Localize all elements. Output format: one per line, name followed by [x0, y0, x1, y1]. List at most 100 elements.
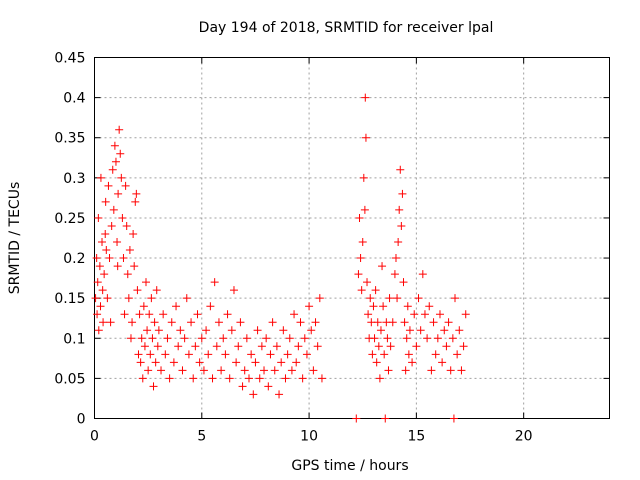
data-point	[126, 334, 135, 343]
data-point	[355, 213, 364, 222]
data-point	[110, 141, 119, 150]
data-point	[217, 366, 226, 375]
data-point	[300, 334, 309, 343]
data-point	[197, 334, 206, 343]
data-point	[385, 294, 394, 303]
data-point	[279, 326, 288, 335]
data-point	[354, 270, 363, 279]
data-point	[143, 326, 152, 335]
data-point	[163, 334, 172, 343]
y-tick-label: 0.2	[63, 251, 85, 267]
data-point	[442, 342, 451, 351]
data-point	[264, 382, 273, 391]
y-tick-label: 0.15	[54, 291, 85, 307]
data-point	[361, 93, 370, 102]
data-point	[448, 334, 457, 343]
data-point	[174, 342, 183, 351]
data-point	[360, 205, 369, 214]
data-point	[438, 358, 447, 367]
data-point	[125, 246, 134, 255]
data-point	[117, 173, 126, 182]
data-point	[455, 326, 464, 335]
data-point	[435, 310, 444, 319]
data-point	[386, 342, 395, 351]
data-point	[364, 310, 373, 319]
data-point	[157, 366, 166, 375]
data-point	[356, 254, 365, 263]
data-point	[444, 318, 453, 327]
data-point	[124, 294, 133, 303]
data-point	[189, 374, 198, 383]
data-point	[311, 318, 320, 327]
y-tick-label: 0.45	[54, 51, 85, 67]
data-point	[384, 366, 393, 375]
data-point	[245, 374, 253, 383]
data-point	[285, 334, 294, 343]
data-point	[111, 157, 120, 166]
data-point	[199, 366, 208, 375]
data-point	[401, 366, 410, 375]
data-point	[397, 221, 406, 230]
y-tick-label: 0.25	[54, 211, 85, 227]
data-point	[283, 350, 292, 359]
data-point	[172, 302, 181, 311]
data-point	[152, 286, 161, 295]
data-point	[307, 326, 316, 335]
data-point	[182, 294, 191, 303]
data-point	[372, 358, 381, 367]
y-tick-label: 0.4	[63, 91, 85, 107]
data-point	[277, 358, 286, 367]
data-point	[130, 262, 139, 271]
data-point	[313, 342, 322, 351]
data-point	[232, 358, 241, 367]
data-point	[412, 342, 421, 351]
x-tick-label: 0	[90, 429, 99, 445]
data-point	[292, 358, 301, 367]
data-point	[358, 238, 367, 247]
data-point	[369, 302, 378, 311]
data-point	[459, 342, 468, 351]
data-point	[229, 286, 238, 295]
data-point	[408, 358, 417, 367]
data-point	[159, 310, 168, 319]
data-point	[94, 326, 103, 335]
data-point	[359, 173, 368, 182]
data-point	[161, 350, 170, 359]
data-point	[388, 318, 397, 327]
data-point	[352, 414, 361, 423]
data-point	[206, 302, 215, 311]
data-point	[147, 294, 156, 303]
data-point	[103, 294, 112, 303]
data-point	[153, 342, 162, 351]
data-point	[380, 350, 389, 359]
data-point	[134, 350, 143, 359]
data-point	[105, 254, 114, 263]
data-point	[96, 302, 105, 311]
data-point	[393, 294, 402, 303]
data-point	[236, 318, 245, 327]
data-point	[204, 350, 213, 359]
data-point	[122, 221, 131, 230]
data-point	[449, 414, 458, 423]
data-point	[113, 262, 122, 271]
data-point	[418, 270, 427, 279]
data-point	[93, 310, 102, 319]
data-point	[410, 310, 419, 319]
data-point	[154, 326, 163, 335]
data-point	[305, 302, 314, 311]
data-point	[151, 358, 160, 367]
data-point	[195, 358, 204, 367]
data-point	[98, 238, 107, 247]
data-point	[251, 358, 260, 367]
data-point	[402, 334, 411, 343]
grid-lines	[94, 57, 610, 419]
data-point	[178, 366, 187, 375]
data-point	[395, 205, 404, 214]
data-point	[93, 278, 102, 287]
data-point	[262, 334, 271, 343]
data-point	[247, 350, 256, 359]
data-point	[294, 342, 303, 351]
data-point	[270, 366, 279, 375]
data-point	[131, 197, 140, 206]
